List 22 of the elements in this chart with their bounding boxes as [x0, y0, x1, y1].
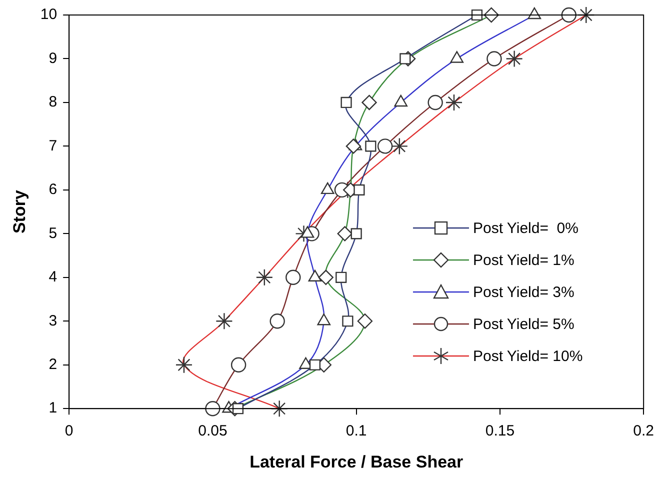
y-axis-title: Story — [10, 190, 29, 234]
y-tick-label: 10 — [40, 6, 58, 24]
x-tick-label: 0.05 — [198, 422, 228, 440]
legend-label: Post Yield= 3% — [473, 284, 574, 300]
y-tick-label: 4 — [48, 268, 58, 286]
y-tick-label: 8 — [48, 94, 58, 111]
x-tick-label: 0.2 — [633, 422, 654, 440]
x-axis-title: Lateral Force / Base Shear — [250, 452, 464, 472]
y-tick-label: 7 — [48, 137, 58, 154]
legend-label: Post Yield= 10% — [473, 348, 583, 364]
x-tick-label: 0.15 — [485, 422, 515, 440]
legend-label: Post Yield= 5% — [473, 316, 574, 332]
x-tick-label: 0.1 — [346, 422, 367, 440]
y-tick-label: 9 — [48, 50, 58, 67]
x-tick-label: 0 — [64, 422, 74, 440]
y-tick-label: 1 — [48, 400, 58, 417]
legend-label: Post Yield= 1% — [473, 252, 574, 268]
y-tick-label: 2 — [48, 356, 58, 374]
y-tick-label: 3 — [48, 312, 58, 330]
y-tick-label: 6 — [48, 181, 58, 198]
legend-label: Post Yield= 0% — [473, 220, 578, 236]
y-tick-label: 5 — [48, 224, 58, 242]
